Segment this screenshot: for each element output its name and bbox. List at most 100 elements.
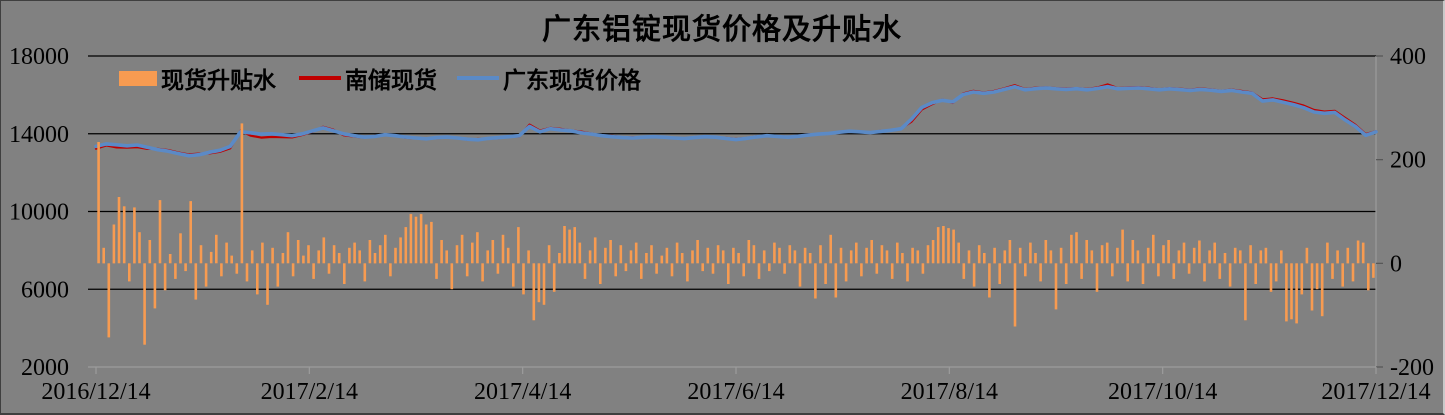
premium-bar [788, 245, 792, 264]
chart-title: 广东铝锭现货价格及升贴水 [541, 14, 902, 46]
premium-bar [327, 263, 331, 274]
premium-bar [256, 263, 259, 295]
premium-bar [1244, 263, 1247, 321]
premium-bar [757, 263, 761, 279]
premium-bar [1356, 240, 1360, 264]
premium-bar [1121, 229, 1124, 264]
premium-bar [936, 227, 940, 264]
premium-bar [752, 245, 756, 264]
premium-bar [614, 263, 617, 277]
premium-bar [143, 263, 146, 345]
premium-bar [680, 253, 684, 264]
premium-bar [896, 242, 899, 264]
premium-bar [153, 263, 157, 309]
y-right-tick-label: 400 [1390, 44, 1426, 70]
premium-bar [455, 245, 459, 264]
premium-bar [624, 263, 628, 272]
premium-bar [1254, 263, 1257, 284]
premium-bar [1059, 247, 1063, 264]
premium-bar [1218, 263, 1222, 279]
premium-bar [773, 242, 776, 264]
premium-bar [768, 263, 771, 272]
premium-bar [445, 250, 448, 264]
blue-line-swatch-icon [457, 76, 499, 80]
premium-bar [102, 247, 105, 264]
premium-bar [440, 240, 443, 264]
premium-bar [261, 242, 264, 264]
premium-bar [225, 242, 228, 264]
premium-bar [1100, 245, 1104, 264]
premium-bar [117, 197, 121, 264]
premium-bar [808, 253, 812, 264]
premium-bar [266, 263, 269, 305]
premium-bar [962, 263, 966, 279]
premium-bar [1295, 263, 1298, 324]
premium-bar [721, 250, 725, 264]
premium-bar [573, 227, 576, 264]
premium-bar [281, 253, 285, 264]
premium-bar [122, 206, 126, 264]
premium-bar [870, 240, 873, 264]
premium-bar [1208, 250, 1211, 264]
premium-bar [1187, 263, 1191, 274]
y-left-tick-label: 10000 [9, 200, 69, 226]
premium-bar [1070, 234, 1073, 264]
premium-bar [1064, 263, 1068, 284]
premium-bar [824, 263, 827, 284]
premium-bar [983, 253, 986, 264]
premium-bar [209, 251, 213, 264]
premium-bar [1049, 250, 1053, 264]
premium-bar [220, 263, 223, 277]
premium-bar [1141, 263, 1145, 284]
premium-bar [670, 263, 674, 277]
premium-bar [588, 250, 592, 264]
premium-bar [1085, 240, 1088, 264]
premium-bar [450, 263, 454, 290]
premium-bar [368, 240, 372, 264]
premium-bar [604, 247, 607, 264]
premium-bar [1039, 263, 1042, 282]
legend-item-nanchu-spot: 南储现货 [299, 67, 437, 93]
premium-bar [640, 263, 643, 279]
premium-bar [1213, 242, 1216, 264]
premium-bar [430, 221, 433, 264]
premium-bar [716, 245, 720, 264]
premium-bar [337, 253, 341, 264]
premium-bar [97, 142, 100, 264]
x-tick-label: 2017/6/14 [687, 379, 784, 405]
premium-bar [686, 263, 689, 282]
premium-bar [348, 247, 351, 264]
premium-bar [609, 240, 612, 264]
premium-bar [1177, 250, 1181, 264]
premium-bar [711, 263, 715, 274]
premium-bar [1095, 263, 1099, 292]
premium-bar [1346, 247, 1350, 264]
premium-bar [471, 242, 474, 264]
premium-bar [732, 247, 735, 264]
premium-bar [1320, 263, 1324, 317]
premium-bar [798, 263, 802, 287]
premium-bar [512, 263, 515, 287]
premium-bar [906, 263, 909, 282]
premium-bar [501, 234, 505, 264]
premium-bar [174, 263, 177, 279]
premium-bar [947, 228, 950, 264]
premium-bar [240, 123, 244, 264]
premium-bar [1111, 263, 1114, 277]
premium-bar [1157, 263, 1160, 277]
premium-bar [583, 263, 587, 279]
premium-bar [179, 233, 182, 264]
x-tick-label: 2017/8/14 [901, 379, 998, 405]
premium-bar [1315, 263, 1319, 290]
legend-label-nanchu-spot: 南储现货 [345, 68, 437, 93]
premium-bar [527, 250, 530, 264]
premium-bar [404, 227, 408, 264]
premium-bar [1310, 263, 1314, 311]
price-line-nanchu [94, 83, 1378, 156]
premium-bar [727, 263, 730, 284]
premium-bar [916, 250, 920, 264]
premium-bar [563, 226, 566, 264]
legend-label-guangdong-spot-price: 广东现货价格 [503, 68, 641, 93]
premium-bar [875, 263, 879, 274]
premium-bar [1136, 250, 1140, 264]
